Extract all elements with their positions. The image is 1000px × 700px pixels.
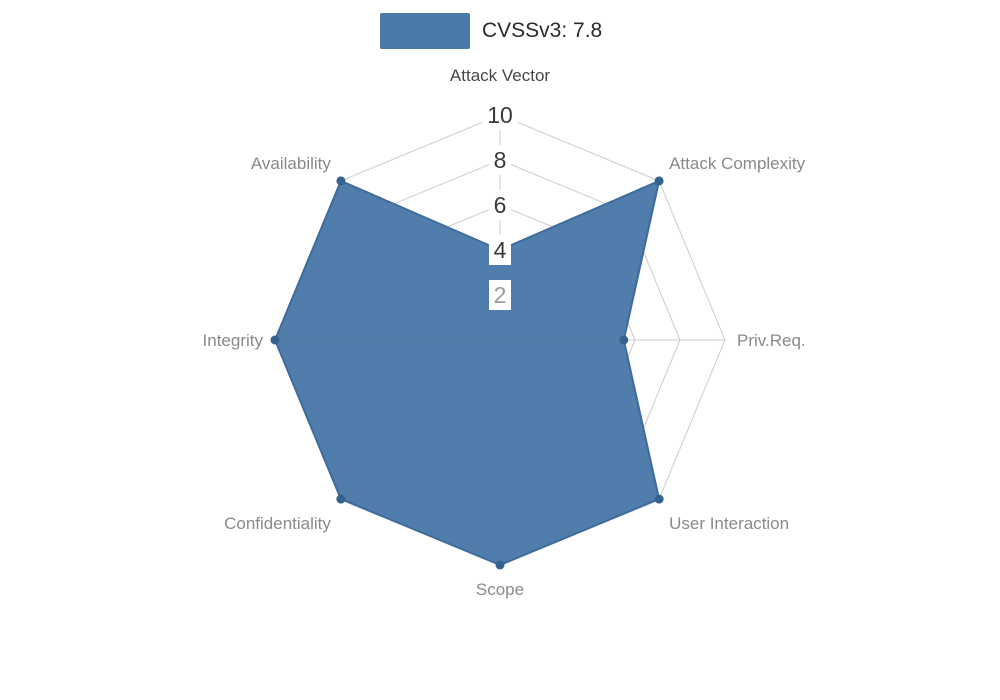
radial-tick-2: 2 (494, 282, 507, 308)
radial-tick-6: 6 (494, 192, 507, 218)
legend-label: CVSSv3: 7.8 (482, 19, 603, 42)
axis-label-priv-req: Priv.Req. (737, 331, 806, 350)
series-marker-confidentiality (336, 494, 346, 504)
axis-label-confidentiality: Confidentiality (224, 514, 331, 533)
radial-tick-box-10 (482, 100, 518, 130)
radial-tick-4: 4 (494, 237, 507, 263)
axis-label-attack-vector: Attack Vector (450, 66, 550, 85)
series-marker-attack-complexity (654, 176, 664, 186)
axis-label-attack-complexity: Attack Complexity (669, 154, 806, 173)
radial-tick-box-2 (489, 280, 511, 310)
radial-tick-8: 8 (494, 147, 507, 173)
axis-label-availability: Availability (251, 154, 332, 173)
series-polygon-cvssv3-7-8 (274, 179, 661, 566)
legend-item-cvssv3[interactable]: CVSSv3: 7.8 (380, 13, 602, 49)
legend-swatch (380, 13, 470, 49)
series-marker-user-interaction (654, 494, 664, 504)
axis-label-integrity: Integrity (203, 331, 264, 350)
series-marker-scope (495, 560, 505, 570)
radial-tick-10: 10 (487, 102, 513, 128)
axis-label-scope: Scope (476, 580, 524, 599)
series-marker-priv-req (619, 335, 629, 345)
series-marker-availability (336, 176, 346, 186)
radial-tick-box-8 (489, 145, 511, 175)
axis-label-user-interaction: User Interaction (669, 514, 789, 533)
series-marker-integrity (270, 335, 280, 345)
radial-tick-box-4 (489, 235, 511, 265)
radial-tick-box-6 (489, 190, 511, 220)
